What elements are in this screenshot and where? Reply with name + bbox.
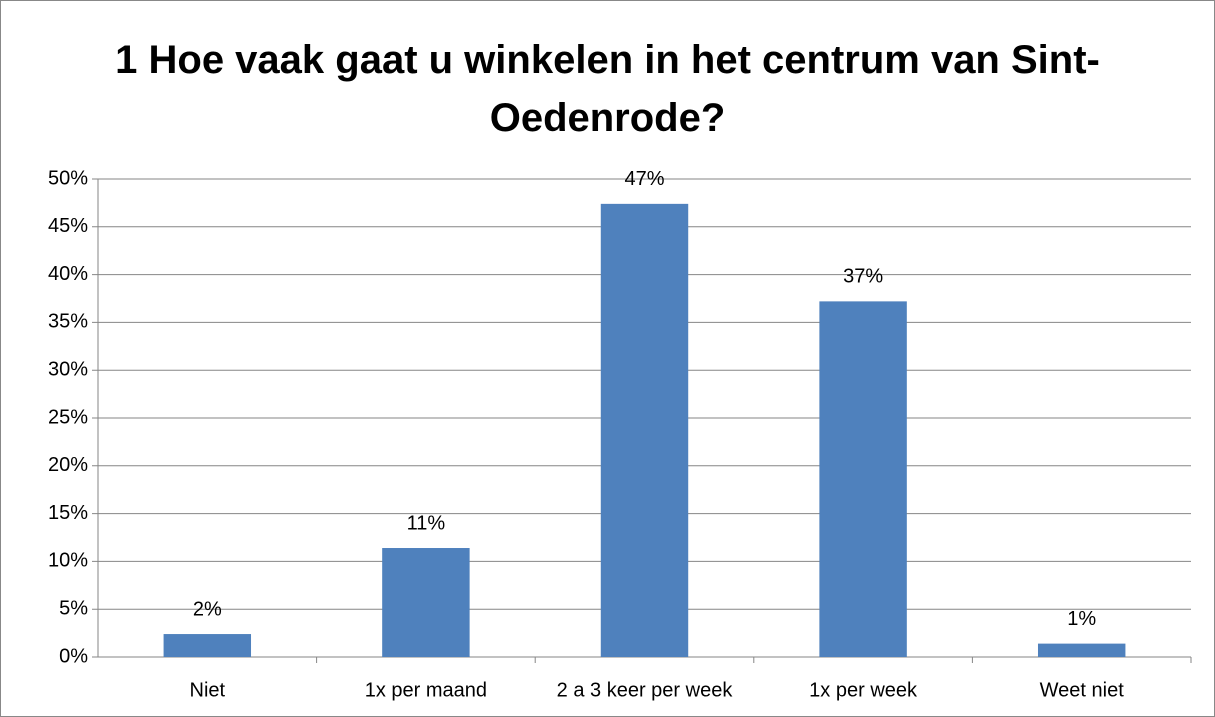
y-tick-label: 30% [48,358,88,380]
data-label: 1% [1067,608,1096,630]
x-tick-label: 2 a 3 keer per week [557,679,734,701]
bar [600,203,689,657]
x-tick-label: Niet [190,679,226,701]
y-tick-label: 40% [48,263,88,285]
y-tick-label: 50% [48,167,88,189]
y-tick-label: 10% [48,550,88,572]
data-label: 37% [843,266,883,288]
bar [382,548,470,657]
y-tick-label: 15% [48,502,88,524]
x-tick-label: Weet niet [1040,679,1125,701]
y-tick-label: 0% [59,645,88,667]
bar [819,301,907,657]
bar [1037,643,1126,657]
y-tick-label: 25% [48,406,88,428]
x-tick-label: 1x per week [809,679,918,701]
bar [163,634,252,657]
y-tick-label: 45% [48,215,88,237]
y-tick-label: 35% [48,311,88,333]
data-label: 11% [407,512,446,534]
chart-title: 1 Hoe vaak gaat u winkelen in het centru… [115,38,1100,140]
data-label: 2% [193,598,222,620]
y-tick-label: 20% [48,454,88,476]
y-tick-label: 5% [59,597,88,619]
x-tick-label: 1x per maand [365,679,487,701]
data-label: 47% [624,168,664,190]
